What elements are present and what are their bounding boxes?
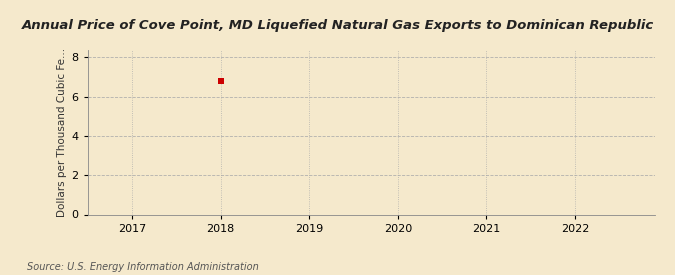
Text: Source: U.S. Energy Information Administration: Source: U.S. Energy Information Administ… — [27, 262, 259, 272]
Text: Annual Price of Cove Point, MD Liquefied Natural Gas Exports to Dominican Republ: Annual Price of Cove Point, MD Liquefied… — [22, 19, 653, 32]
Y-axis label: Dollars per Thousand Cubic Fe...: Dollars per Thousand Cubic Fe... — [57, 47, 68, 217]
